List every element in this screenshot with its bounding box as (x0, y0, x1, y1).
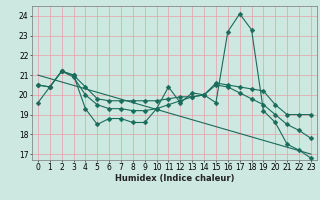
X-axis label: Humidex (Indice chaleur): Humidex (Indice chaleur) (115, 174, 234, 183)
